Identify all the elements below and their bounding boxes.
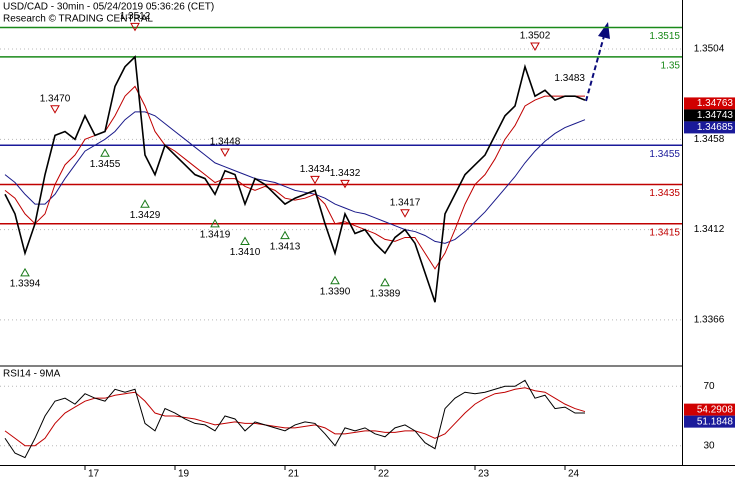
- price-tag-label: 51.1848: [697, 416, 734, 427]
- chart-title: USD/CAD - 30min - 05/24/2019 05:36:26 (C…: [3, 2, 214, 13]
- x-tick-label: 23: [478, 469, 490, 480]
- low-marker: [20, 267, 30, 277]
- series-line: [4, 387, 586, 447]
- swing-label: 1.3470: [40, 93, 71, 104]
- price-tag: [684, 109, 735, 122]
- low-marker: [100, 148, 110, 157]
- price-tag: [684, 403, 735, 416]
- level-label: 1.3515: [649, 31, 680, 42]
- x-tick-label: 19: [178, 469, 190, 480]
- price-tag: [684, 97, 735, 110]
- y-tick-label: 1.3412: [694, 224, 725, 235]
- price-tag-label: 1.34685: [697, 122, 734, 133]
- price-tag-label: 1.34763: [697, 98, 734, 109]
- low-marker: [380, 277, 390, 287]
- swing-label: 1.3410: [230, 247, 261, 258]
- swing-label: 1.3483: [554, 73, 585, 84]
- swing-label: 1.3429: [130, 210, 161, 221]
- low-marker: [280, 230, 290, 240]
- x-tick-label: 24: [568, 469, 580, 480]
- price-tag-label: 1.34743: [697, 110, 734, 121]
- series-line: [4, 55, 586, 303]
- swing-label: 1.3512: [120, 11, 151, 22]
- low-marker: [210, 218, 220, 228]
- swing-label: 1.3455: [90, 159, 121, 170]
- high-marker: [220, 148, 230, 157]
- swing-label: 1.3394: [10, 279, 41, 290]
- high-marker: [340, 179, 350, 189]
- price-tag: [684, 415, 735, 428]
- series-line: [4, 111, 586, 244]
- swing-label: 1.3502: [520, 31, 551, 42]
- y-tick-label: 70: [703, 381, 715, 392]
- swing-label: 1.3419: [200, 230, 231, 241]
- level-label: 1.35: [661, 61, 681, 72]
- level-label: 1.3455: [649, 149, 680, 160]
- price-tag-label: 54.2908: [697, 404, 734, 415]
- swing-label: 1.3448: [210, 137, 241, 148]
- series-line: [4, 379, 585, 459]
- low-marker: [240, 236, 250, 246]
- high-marker: [310, 175, 320, 185]
- forecast-arrow: [585, 22, 610, 102]
- high-marker: [50, 105, 60, 114]
- y-tick-label: 1.3366: [694, 315, 725, 326]
- x-tick-label: 17: [88, 469, 100, 480]
- x-tick-label: 21: [288, 469, 300, 480]
- swing-label: 1.3432: [330, 168, 361, 179]
- level-label: 1.3435: [649, 188, 680, 199]
- low-marker: [140, 199, 150, 208]
- high-marker: [130, 22, 140, 32]
- chart-subtitle: Research © TRADING CENTRAL: [3, 14, 153, 25]
- swing-label: 1.3413: [270, 241, 301, 252]
- y-tick-label: 1.3504: [694, 44, 725, 55]
- low-marker: [330, 275, 340, 285]
- swing-label: 1.3389: [370, 288, 401, 299]
- y-tick-label: 30: [703, 440, 715, 451]
- x-tick-label: 22: [378, 469, 390, 480]
- high-marker: [400, 209, 410, 218]
- swing-label: 1.3434: [300, 164, 331, 175]
- rsi-title: RSI14 - 9MA: [3, 369, 61, 380]
- price-tag: [684, 121, 735, 134]
- swing-label: 1.3417: [390, 197, 421, 208]
- level-label: 1.3415: [649, 227, 680, 238]
- swing-label: 1.3390: [320, 286, 351, 297]
- high-marker: [530, 42, 540, 51]
- y-tick-label: 1.3458: [694, 134, 725, 145]
